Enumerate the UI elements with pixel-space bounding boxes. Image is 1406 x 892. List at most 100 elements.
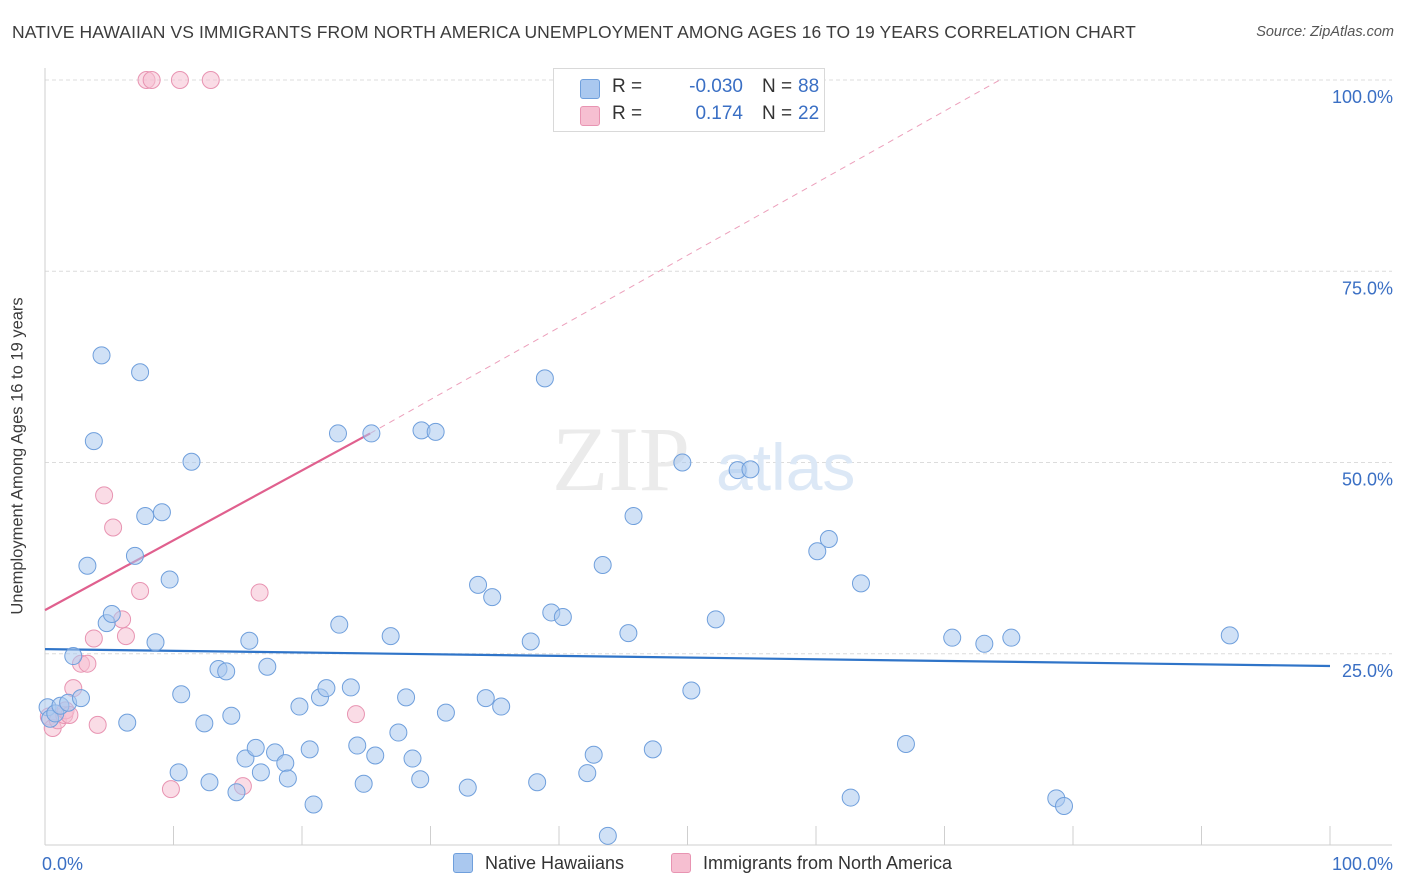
data-point-native-hawaiians — [276, 754, 295, 773]
data-point-native-hawaiians — [943, 628, 962, 647]
data-point-native-hawaiians — [682, 681, 701, 700]
data-point-immigrants — [142, 71, 161, 89]
data-point-native-hawaiians — [317, 679, 336, 698]
data-point-native-hawaiians — [64, 647, 83, 666]
data-point-native-hawaiians — [492, 697, 511, 716]
data-point-immigrants — [161, 780, 180, 799]
data-point-native-hawaiians — [240, 631, 259, 650]
data-point-native-hawaiians — [71, 689, 90, 708]
data-point-native-hawaiians — [200, 773, 219, 792]
y-tick-label: 25.0% — [1342, 661, 1393, 681]
data-point-native-hawaiians — [528, 773, 547, 792]
legend-n-value: 88 — [798, 76, 820, 97]
data-point-immigrants — [131, 582, 150, 601]
data-point-native-hawaiians — [673, 453, 692, 472]
data-point-native-hawaiians — [131, 363, 150, 382]
data-point-native-hawaiians — [354, 774, 373, 793]
data-point-native-hawaiians — [136, 507, 155, 526]
data-point-native-hawaiians — [78, 556, 97, 575]
data-point-native-hawaiians — [251, 763, 270, 782]
data-point-native-hawaiians — [436, 703, 455, 722]
data-point-immigrants — [170, 71, 189, 89]
bottom-legend-label: Native Hawaiians — [485, 853, 625, 873]
legend-n-label: N = — [762, 103, 793, 124]
legend-n-value: 22 — [798, 103, 820, 124]
data-point-immigrants — [116, 627, 135, 646]
data-point-native-hawaiians — [476, 689, 495, 708]
data-point-native-hawaiians — [521, 632, 540, 651]
data-point-native-hawaiians — [896, 735, 915, 754]
data-point-native-hawaiians — [246, 738, 265, 757]
data-point-native-hawaiians — [808, 542, 827, 561]
data-point-native-hawaiians — [1220, 626, 1239, 645]
data-point-native-hawaiians — [851, 574, 870, 593]
source-credit: Source: ZipAtlas.com — [1256, 24, 1394, 40]
data-point-immigrants — [104, 518, 123, 537]
data-point-native-hawaiians — [819, 530, 838, 548]
data-point-native-hawaiians — [84, 432, 103, 451]
data-point-native-hawaiians — [102, 604, 121, 623]
trendline-immigrants-extrapolated — [369, 79, 1000, 434]
data-point-native-hawaiians — [169, 763, 188, 782]
data-point-native-hawaiians — [975, 634, 994, 653]
data-point-native-hawaiians — [841, 788, 860, 807]
data-point-native-hawaiians — [619, 624, 638, 643]
watermark-zip: ZIP — [552, 408, 690, 510]
data-point-native-hawaiians — [172, 685, 191, 704]
data-point-native-hawaiians — [182, 452, 201, 471]
legend-n-label: N = — [762, 76, 793, 97]
trendline-native-hawaiians — [44, 648, 1331, 668]
data-point-native-hawaiians — [362, 424, 381, 443]
data-point-native-hawaiians — [1002, 628, 1021, 647]
y-axis-label: Unemployment Among Ages 16 to 19 years — [8, 297, 27, 615]
data-point-native-hawaiians — [1055, 796, 1074, 815]
data-point-native-hawaiians — [403, 749, 422, 768]
data-point-immigrants — [346, 705, 365, 724]
data-point-native-hawaiians — [535, 369, 554, 388]
chart-title: NATIVE HAWAIIAN VS IMMIGRANTS FROM NORTH… — [12, 22, 1136, 42]
data-point-native-hawaiians — [258, 657, 277, 676]
data-point-native-hawaiians — [304, 795, 323, 814]
legend-r-label: R = — [612, 103, 643, 124]
data-point-native-hawaiians — [397, 688, 416, 707]
y-tick-label: 75.0% — [1342, 278, 1393, 298]
data-point-native-hawaiians — [381, 627, 400, 646]
data-point-native-hawaiians — [341, 678, 360, 697]
legend-r-value: -0.030 — [689, 76, 743, 97]
data-point-native-hawaiians — [741, 460, 760, 479]
legend-swatch-pink — [580, 106, 600, 126]
data-point-immigrants — [78, 654, 97, 673]
data-point-native-hawaiians — [222, 706, 241, 725]
data-point-native-hawaiians — [92, 346, 111, 365]
data-point-native-hawaiians — [195, 714, 214, 733]
x-tick-label: 0.0% — [42, 854, 83, 874]
data-point-native-hawaiians — [553, 608, 572, 627]
data-point-native-hawaiians — [278, 769, 297, 788]
trendline-immigrants — [44, 432, 371, 612]
data-point-native-hawaiians — [706, 610, 725, 629]
data-point-native-hawaiians — [146, 633, 165, 652]
data-point-native-hawaiians — [593, 556, 612, 575]
data-point-native-hawaiians — [125, 546, 144, 565]
data-point-native-hawaiians — [348, 736, 367, 755]
data-point-immigrants — [84, 629, 103, 648]
data-point-native-hawaiians — [643, 740, 662, 759]
data-point-native-hawaiians — [290, 697, 309, 716]
data-point-native-hawaiians — [389, 723, 408, 742]
data-point-native-hawaiians — [300, 740, 319, 759]
x-tick-label: 100.0% — [1332, 854, 1393, 874]
data-point-native-hawaiians — [584, 745, 603, 764]
data-point-native-hawaiians — [426, 422, 445, 441]
correlation-legend: R = -0.030 N = 88 R = 0.174 N = 22 — [553, 68, 825, 132]
data-point-native-hawaiians — [411, 770, 430, 789]
data-point-immigrants — [95, 486, 114, 505]
legend-swatch-blue — [580, 79, 600, 99]
bottom-legend-swatch-pink — [671, 853, 691, 873]
data-point-immigrants — [250, 583, 269, 602]
data-point-native-hawaiians — [469, 575, 488, 594]
y-tick-label: 100.0% — [1332, 87, 1393, 107]
data-point-native-hawaiians — [483, 588, 502, 607]
data-point-native-hawaiians — [328, 424, 347, 443]
legend-r-value: 0.174 — [695, 103, 743, 124]
